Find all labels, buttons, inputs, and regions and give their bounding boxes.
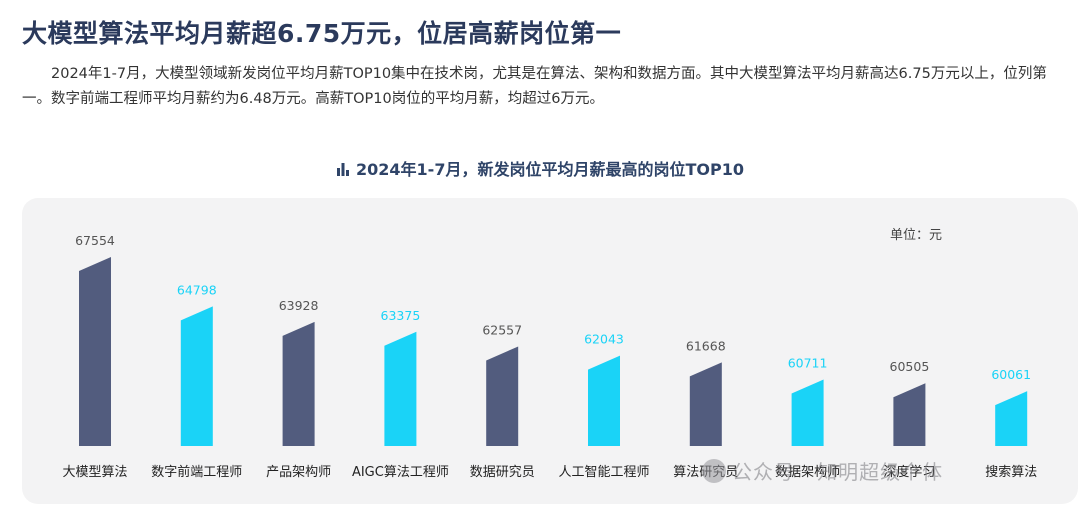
category-label: 大模型算法	[62, 465, 127, 480]
bar	[282, 321, 315, 446]
data-label: 60711	[788, 356, 828, 371]
data-label: 60061	[991, 367, 1031, 382]
page-title: 大模型算法平均月薪超6.75万元，位居高薪岗位第一	[22, 19, 622, 48]
intro-paragraph: 2024年1-7月，大模型领域新发岗位平均月薪TOP10集中在技术岗，尤其是在算…	[22, 66, 1047, 107]
chart-title-row: 2024年1-7月，新发岗位平均月薪最高的岗位TOP10	[0, 156, 1080, 180]
data-label: 62557	[482, 322, 522, 337]
unit-label: 单位：元	[890, 228, 943, 243]
bar	[791, 379, 824, 446]
bar	[79, 256, 111, 446]
data-label: 63928	[279, 298, 319, 313]
category-label: 数字前端工程师	[151, 464, 242, 480]
category-label: 深度学习	[883, 464, 935, 480]
chart-title: 2024年1-7月，新发岗位平均月薪最高的岗位TOP10	[356, 160, 744, 179]
category-label: AIGC算法工程师	[352, 465, 449, 480]
bar-chart-icon	[337, 163, 350, 176]
bar	[384, 331, 417, 446]
bar	[180, 306, 213, 446]
data-label: 67554	[75, 233, 115, 248]
category-label: 产品架构师	[266, 465, 331, 480]
data-label: 60505	[890, 359, 930, 374]
watermark-text: 公众号 · 知明超级个体	[732, 460, 944, 484]
category-label: 搜索算法	[985, 465, 1037, 480]
bar	[893, 383, 926, 446]
data-label: 63375	[381, 308, 421, 323]
data-label: 61668	[686, 338, 726, 353]
category-label: 人工智能工程师	[558, 465, 649, 480]
wechat-icon	[702, 459, 726, 483]
bar	[995, 391, 1028, 446]
category-label: 数据架构师	[775, 465, 840, 480]
bar	[689, 362, 722, 446]
bar	[486, 346, 519, 446]
watermark: 公众号 · 知明超级个体	[702, 456, 943, 485]
bar	[588, 355, 620, 446]
data-label: 64798	[177, 282, 217, 297]
data-label: 62043	[584, 332, 624, 347]
category-label: 数据研究员	[470, 465, 535, 480]
